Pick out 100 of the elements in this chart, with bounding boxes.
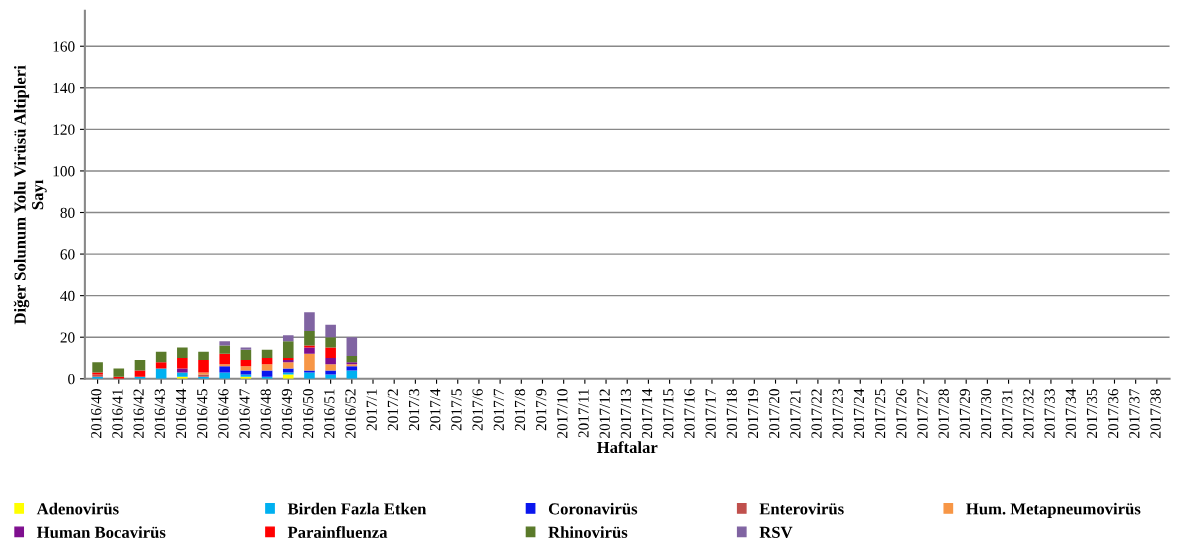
bar [261, 370, 273, 377]
x-tick-label: 2017/2 [387, 389, 399, 431]
bar [134, 370, 146, 377]
x-tick-label: 2017/7 [493, 388, 504, 431]
bar [219, 364, 231, 367]
bar [282, 341, 294, 358]
x-axis-title: Haftalar [596, 441, 658, 454]
x-tick-label: 2017/30 [980, 389, 992, 438]
bar [282, 368, 294, 373]
bar [198, 351, 209, 361]
legend-label: Enterovirüs [759, 502, 844, 515]
bar [325, 347, 336, 358]
x-tick-label: 2016/46 [218, 388, 229, 438]
x-tick-label: 2016/44 [175, 388, 187, 438]
bar [325, 357, 336, 365]
x-tick-label: 2017/34 [1065, 388, 1076, 438]
bar [240, 370, 252, 375]
x-tick-label: 2017/10 [557, 389, 568, 438]
bar [325, 364, 336, 371]
x-tick-label: 2016/50 [302, 389, 314, 438]
bar [177, 372, 188, 377]
x-tick-label: 2017/19 [747, 389, 759, 438]
x-tick-label: 2017/13 [620, 389, 632, 438]
x-tick-label: 2017/8 [514, 389, 526, 431]
bar [219, 341, 231, 346]
x-tick-label: 2017/9 [536, 389, 547, 431]
bar [261, 364, 273, 371]
bar [155, 362, 167, 369]
x-tick-label: 2017/12 [599, 389, 610, 438]
x-tick-label: 2016/40 [91, 389, 102, 438]
x-tick-label: 2017/32 [1023, 389, 1034, 438]
bar [177, 357, 188, 369]
bar [282, 362, 294, 369]
x-tick-label: 2017/36 [1108, 388, 1119, 438]
bar [92, 362, 103, 373]
x-tick-label: 2017/1 [366, 389, 377, 431]
y-tick-label: 20 [60, 332, 75, 343]
bar [346, 337, 358, 356]
x-tick-label: 2017/15 [663, 389, 674, 438]
x-tick-label: 2017/25 [874, 389, 886, 438]
bar [219, 345, 231, 354]
x-tick-label: 2016/42 [133, 389, 144, 438]
bar [198, 360, 209, 373]
x-tick-label: 2017/27 [917, 388, 928, 438]
bar [240, 347, 252, 350]
x-tick-label: 2017/11 [578, 389, 589, 438]
x-tick-label: 2017/14 [641, 388, 653, 438]
x-tick-label: 2017/33 [1044, 389, 1055, 438]
x-tick-label: 2017/21 [790, 389, 801, 438]
bar [261, 357, 273, 365]
x-tick-label: 2017/5 [451, 389, 462, 431]
y-tick-label: 40 [60, 290, 75, 302]
x-tick-label: 2017/16 [684, 388, 695, 438]
legend-label: Human Bocavirüs [36, 526, 166, 538]
y-tick-label: 100 [53, 166, 75, 177]
bar [304, 312, 315, 331]
bar [261, 349, 273, 358]
x-tick-label: 2017/22 [811, 389, 822, 438]
bar [219, 353, 231, 365]
x-tick-label: 2017/26 [896, 388, 907, 438]
x-tick-label: 2016/51 [324, 389, 335, 438]
bar [113, 368, 125, 377]
x-tick-label: 2017/38 [1150, 389, 1161, 438]
legend-label: Coronavirüs [548, 502, 638, 515]
x-tick-label: 2017/6 [472, 388, 483, 431]
legend-label: RSV [759, 526, 793, 539]
y-tick-label: 120 [53, 124, 75, 135]
bar [177, 347, 188, 358]
bar [325, 337, 336, 348]
bar [134, 360, 146, 371]
bar [346, 355, 358, 363]
bar [304, 345, 315, 348]
y-tick-label: 140 [53, 82, 75, 94]
legend-label: Hum. Metapneumovirüs [966, 502, 1141, 518]
y-tick-label: 80 [60, 207, 75, 218]
x-tick-label: 2016/41 [112, 389, 123, 438]
bar [346, 366, 358, 371]
y-tick-label: 0 [68, 373, 75, 385]
x-tick-label: 2017/18 [726, 389, 737, 438]
y-tick-label: 160 [53, 41, 75, 52]
x-tick-label: 2017/35 [1086, 389, 1098, 438]
y-axis-title: Diğer Solunum Yolu Virüsü Altipleri Sayı [13, 65, 47, 325]
x-tick-label: 2017/4 [430, 388, 441, 431]
bar [282, 372, 294, 375]
bar [304, 330, 315, 346]
x-tick-label: 2016/47 [239, 388, 250, 438]
x-tick-label: 2017/23 [832, 389, 843, 438]
bar [177, 368, 188, 373]
x-tick-label: 2017/28 [938, 389, 949, 438]
bar [304, 347, 315, 354]
bar [325, 324, 336, 338]
bar [219, 366, 231, 373]
x-tick-label: 2017/24 [853, 388, 865, 438]
bar [282, 335, 294, 342]
x-tick-label: 2017/37 [1129, 388, 1140, 438]
y-tick-label: 60 [60, 249, 75, 260]
bar [346, 370, 358, 379]
x-tick-label: 2016/43 [154, 389, 165, 438]
x-tick-label: 2016/52 [345, 389, 356, 438]
bar [155, 351, 167, 363]
